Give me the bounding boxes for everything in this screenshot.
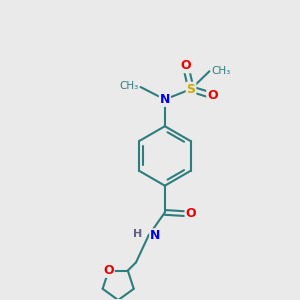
Text: O: O (103, 264, 114, 277)
Text: H: H (133, 229, 142, 239)
Text: CH₃: CH₃ (119, 81, 139, 91)
Text: N: N (150, 229, 160, 242)
Text: S: S (187, 82, 196, 96)
Text: CH₃: CH₃ (211, 66, 230, 76)
Text: O: O (185, 207, 196, 220)
Text: N: N (160, 93, 170, 106)
Text: O: O (180, 59, 191, 72)
Text: O: O (207, 89, 218, 102)
